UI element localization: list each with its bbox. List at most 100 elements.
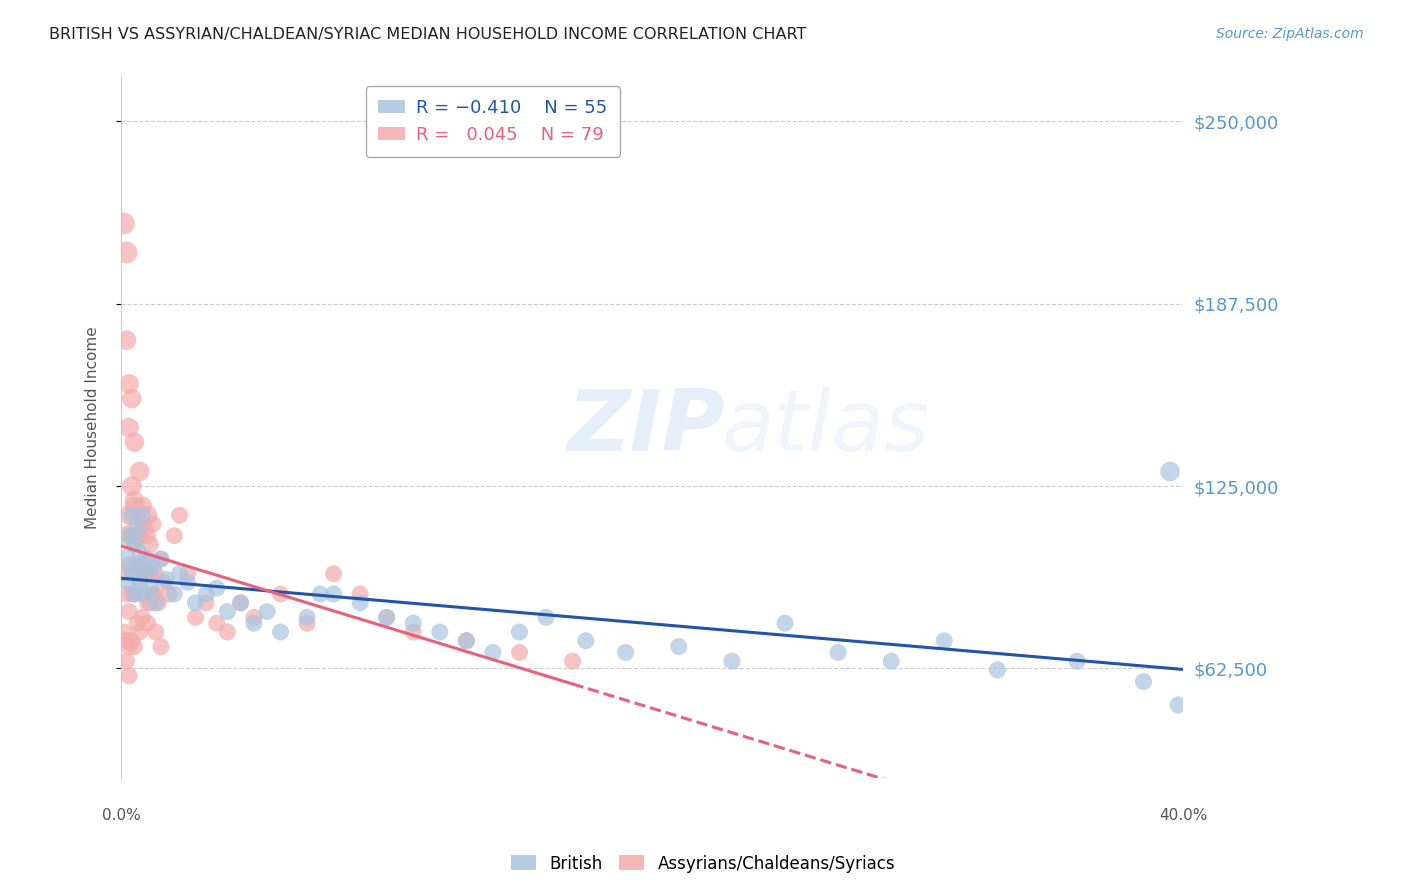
Point [148,596,170,610]
Point [121,529,143,543]
Point [115,587,138,601]
Point [115,245,138,260]
Point [176,566,198,581]
Point [121,479,143,493]
Point [205,581,228,595]
Point [136,529,159,543]
Point [375,610,398,624]
Point [269,625,291,640]
Point [152,575,174,590]
Point [136,552,159,566]
Point [131,516,153,531]
Point [115,552,138,566]
Point [131,610,153,624]
Point [142,561,165,575]
Legend: R = −0.410    N = 55, R =   0.045    N = 79: R = −0.410 N = 55, R = 0.045 N = 79 [366,87,620,157]
Point [118,508,141,523]
Point [429,625,451,640]
Point [256,605,278,619]
Point [139,566,162,581]
Point [121,587,143,601]
Point [1132,674,1154,689]
Point [131,587,153,601]
Point [243,616,266,631]
Point [322,587,344,601]
Point [136,508,159,523]
Point [721,654,744,668]
Text: 40.0%: 40.0% [1159,808,1208,823]
Point [134,566,156,581]
Point [184,596,207,610]
Point [295,610,318,624]
Point [402,616,425,631]
Point [136,596,159,610]
Point [163,529,186,543]
Point [124,587,146,601]
Point [142,587,165,601]
Point [309,587,332,601]
Point [142,587,165,601]
Text: BRITISH VS ASSYRIAN/CHALDEAN/SYRIAC MEDIAN HOUSEHOLD INCOME CORRELATION CHART: BRITISH VS ASSYRIAN/CHALDEAN/SYRIAC MEDI… [49,27,807,42]
Point [124,640,146,654]
Point [124,587,146,601]
Y-axis label: Median Household Income: Median Household Income [86,326,100,529]
Point [145,566,167,581]
Point [134,523,156,537]
Point [217,625,239,640]
Point [124,500,146,514]
Point [217,605,239,619]
Point [169,566,191,581]
Point [508,645,530,659]
Point [134,587,156,601]
Point [163,587,186,601]
Point [176,575,198,590]
Text: ZIP: ZIP [567,386,725,469]
Point [112,625,135,640]
Point [118,420,141,434]
Point [139,581,162,595]
Legend: British, Assyrians/Chaldeans/Syriacs: British, Assyrians/Chaldeans/Syriacs [505,848,901,880]
Point [169,508,191,523]
Point [295,616,318,631]
Point [880,654,903,668]
Point [124,435,146,450]
Point [118,605,141,619]
Point [128,529,150,543]
Point [534,610,557,624]
Point [184,610,207,624]
Point [269,587,291,601]
Point [1066,654,1088,668]
Point [131,500,153,514]
Point [112,216,135,230]
Point [773,616,796,631]
Point [561,654,583,668]
Point [482,645,505,659]
Point [121,564,143,578]
Point [115,529,138,543]
Point [128,625,150,640]
Point [128,465,150,479]
Point [668,640,690,654]
Point [118,529,141,543]
Point [115,633,138,648]
Point [243,610,266,624]
Point [134,552,156,566]
Text: 0.0%: 0.0% [101,808,141,823]
Point [128,575,150,590]
Point [118,558,141,572]
Point [115,333,138,347]
Point [149,552,172,566]
Point [205,616,228,631]
Point [139,596,162,610]
Point [157,587,180,601]
Point [121,633,143,648]
Point [125,558,148,572]
Point [118,575,141,590]
Point [145,596,167,610]
Point [124,537,146,551]
Point [125,529,148,543]
Point [124,537,146,551]
Point [136,566,159,581]
Point [827,645,849,659]
Point [986,663,1008,677]
